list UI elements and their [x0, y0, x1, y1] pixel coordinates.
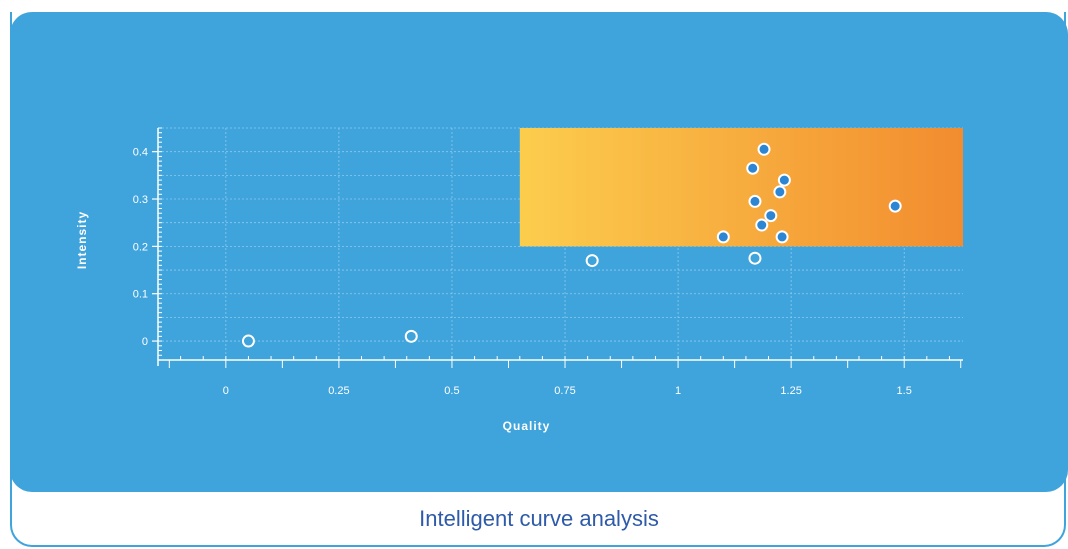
y-tick-label: 0.1 — [133, 289, 148, 301]
data-point-outside — [585, 254, 599, 268]
y-tick-label: 0.4 — [133, 147, 148, 159]
x-tick-label: 0.5 — [444, 385, 459, 397]
data-point-inside — [773, 185, 787, 199]
highlight-region — [519, 128, 963, 247]
x-tick-label: 0.25 — [328, 385, 349, 397]
data-point-outside — [404, 329, 418, 343]
x-tick-label: 1.5 — [897, 385, 912, 397]
data-point-inside — [757, 142, 771, 156]
data-point-inside — [748, 194, 762, 208]
data-points — [241, 142, 902, 348]
x-tick-label: 0 — [223, 385, 229, 397]
data-point-outside — [241, 334, 255, 348]
caption: Intelligent curve analysis — [419, 506, 659, 531]
y-axis-title: Intensity — [75, 211, 89, 269]
data-point-inside — [775, 230, 789, 244]
data-point-inside — [888, 199, 902, 213]
axes — [152, 127, 963, 368]
x-tick-label: 0.75 — [554, 385, 575, 397]
data-point-inside — [764, 209, 778, 223]
chart-panel — [10, 12, 1068, 492]
x-axis-title: Quality — [503, 419, 551, 433]
tick-labels: 0 0.25 0.5 0.75 1 1.25 1.5 0 0.1 0.2 0.3 0.4 — [133, 147, 912, 397]
y-tick-label: 0.3 — [133, 194, 148, 206]
y-tick-label: 0.2 — [133, 241, 148, 253]
y-tick-label: 0 — [142, 336, 148, 348]
data-point-inside — [716, 230, 730, 244]
data-point-inside — [746, 161, 760, 175]
data-point-outside — [748, 251, 762, 265]
x-tick-label: 1 — [675, 385, 681, 397]
data-point-inside — [755, 218, 769, 232]
x-tick-label: 1.25 — [780, 385, 801, 397]
data-point-inside — [777, 173, 791, 187]
